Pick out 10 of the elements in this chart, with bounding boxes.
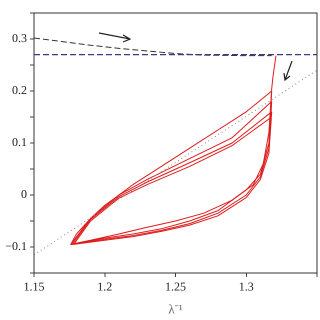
x-tick-label: 1.3 — [238, 279, 254, 294]
y-tick-label: 0.2 — [12, 83, 27, 98]
x-tick-label: 1.15 — [24, 279, 44, 294]
y-tick-label: 0 — [21, 187, 27, 202]
x-tick-label: 1.25 — [165, 279, 186, 294]
y-tick-label: −0.1 — [5, 239, 27, 254]
y-tick-label: 0.1 — [12, 135, 27, 150]
y-tick-label: 0.3 — [12, 31, 27, 46]
x-axis-title: λ⁻¹ — [168, 302, 183, 317]
x-tick-label: 1.2 — [97, 279, 112, 294]
